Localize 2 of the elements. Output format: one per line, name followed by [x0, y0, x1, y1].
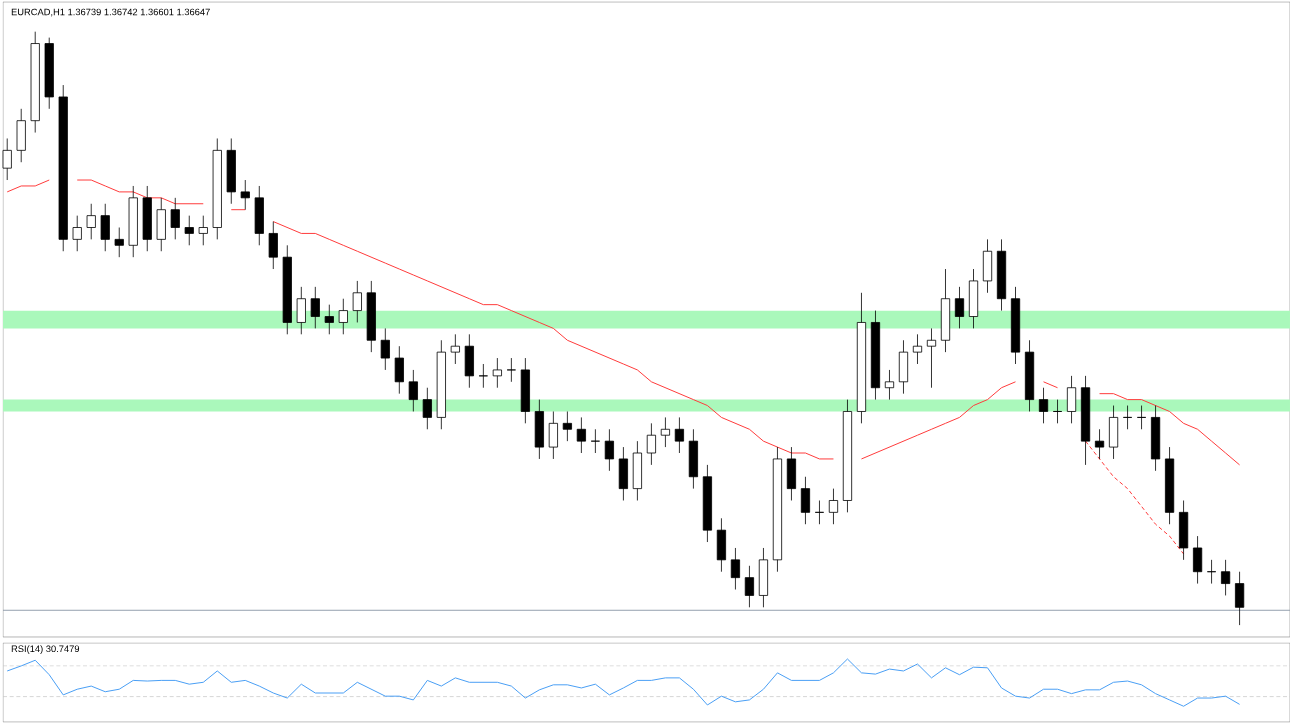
- chart-title: EURCAD,H1 1.36739 1.36742 1.36601 1.36647: [11, 8, 210, 17]
- chart-title: RSI(14) 30.7479: [11, 645, 80, 654]
